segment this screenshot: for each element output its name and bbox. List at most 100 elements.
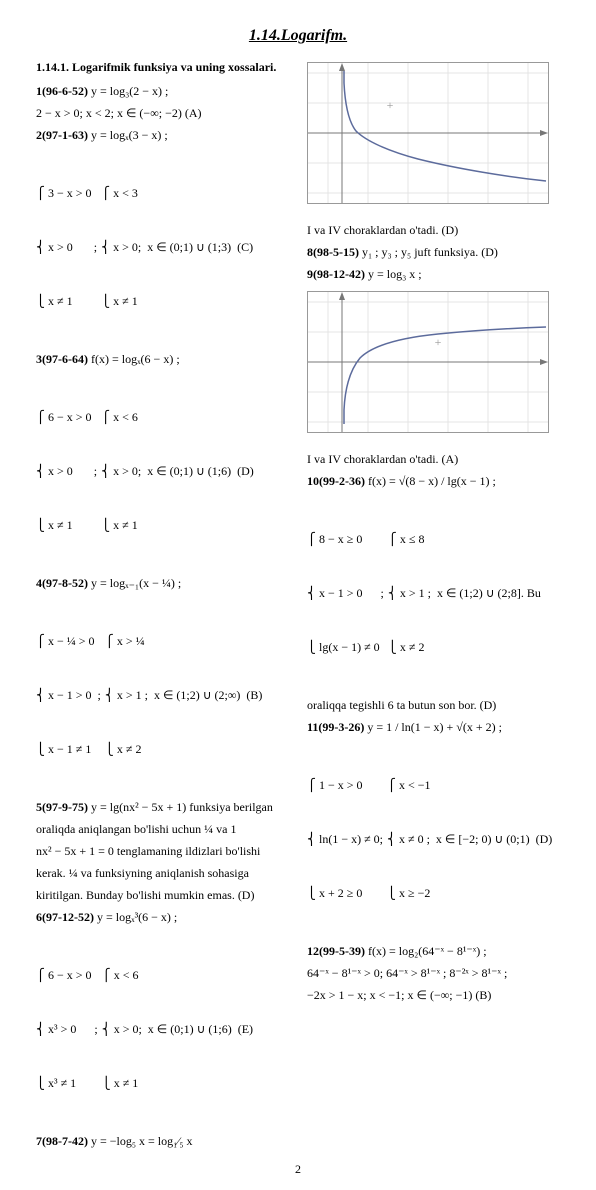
problem-7: 7(98-7-42) y = −log₅ x = log₁⁄₅ x [36, 1132, 289, 1150]
sys-l: ⎨ x > 0 ; [36, 462, 97, 480]
problem-11: 11(99-3-26) y = 1 / ln(1 − x) + √(x + 2)… [307, 718, 560, 736]
problem-id: 7(98-7-42) [36, 1134, 88, 1148]
sys-r: ⎧ x > ¼ [105, 632, 263, 650]
sys-r: ⎩ x ≠ 1 [101, 516, 254, 534]
sys-l: ⎩ x³ ≠ 1 [36, 1074, 98, 1092]
problem-id: 1(96-6-52) [36, 84, 88, 98]
page-number: 2 [36, 1160, 560, 1178]
problem-12: 12(99-5-39) f(x) = log₂(64⁻ˣ − 8¹⁻ˣ) ; [307, 942, 560, 960]
sys-r: ⎩ x ≠ 2 [388, 638, 541, 656]
sys-l: ⎩ x + 2 ≥ 0 [307, 884, 383, 902]
sys-l: ⎨ x − 1 > 0 ; [307, 584, 384, 602]
chart-2-x-arrow [540, 359, 548, 365]
left-column: 1.14.1. Logarifmik funksiya va uning xos… [36, 58, 289, 1154]
problem-5-l3: nx² − 5x + 1 = 0 tenglamaning ildizlari … [36, 842, 289, 860]
problem-id: 3(97-6-64) [36, 352, 88, 366]
sys-l: ⎧ 6 − x > 0 [36, 966, 98, 984]
problem-id: 8(98-5-15) [307, 245, 359, 259]
chart-2-marker: + [435, 335, 442, 349]
problem-5: 5(97-9-75) y = lg(nx² − 5x + 1) funksiya… [36, 798, 289, 816]
chart-1-x-arrow [540, 130, 548, 136]
chapter-title: 1.14.Logarifm. [36, 24, 560, 48]
sys-r: ⎩ x ≥ −2 [387, 884, 552, 902]
problem-11-system: ⎧ 1 − x > 0 ⎨ ln(1 − x) ≠ 0; ⎩ x + 2 ≥ 0… [307, 740, 560, 938]
chart-1-y-arrow [339, 63, 345, 71]
sys-l: ⎩ lg(x − 1) ≠ 0 [307, 638, 384, 656]
sys-r: ⎨ x > 1 ; x ∈ (1;2) ∪ (2;∞) (B) [105, 686, 263, 704]
problem-eq: y = logₓ³(6 − x) ; [97, 910, 177, 924]
problem-4-system: ⎧ x − ¼ > 0 ⎨ x − 1 > 0 ; ⎩ x − 1 ≠ 1 ⎧ … [36, 596, 289, 794]
problem-eq: y = logₓ₋₁(x − ¼) ; [91, 576, 181, 590]
problem-1-solution: 2 − x > 0; x < 2; x ∈ (−∞; −2) (A) [36, 104, 289, 122]
sys-r: ⎩ x ≠ 1 [101, 292, 253, 310]
problem-10: 10(99-2-36) f(x) = √(8 − x) / lg(x − 1) … [307, 472, 560, 490]
problem-eq: f(x) = logₓ(6 − x) ; [91, 352, 180, 366]
sys-l: ⎧ 1 − x > 0 [307, 776, 383, 794]
problem-id: 10(99-2-36) [307, 474, 365, 488]
problem-4: 4(97-8-52) y = logₓ₋₁(x − ¼) ; [36, 574, 289, 592]
problem-5-l4: kerak. ¼ va funksiyning aniqlanish sohas… [36, 864, 289, 882]
sys-r: ⎨ x > 0; x ∈ (0;1) ∪ (1;6) (D) [101, 462, 254, 480]
sys-r: ⎧ x < 6 [101, 408, 254, 426]
problem-id: 12(99-5-39) [307, 944, 365, 958]
problem-eq: f(x) = √(8 − x) / lg(x − 1) ; [368, 474, 496, 488]
problem-id: 9(98-12-42) [307, 267, 365, 281]
sys-l: ⎨ ln(1 − x) ≠ 0; [307, 830, 383, 848]
chart-1: + [307, 62, 549, 204]
sys-r: ⎨ x > 0; x ∈ (0;1) ∪ (1;3) (C) [101, 238, 253, 256]
sys-l: ⎨ x > 0 ; [36, 238, 97, 256]
problem-id: 11(99-3-26) [307, 720, 364, 734]
problem-3-system: ⎧ 6 − x > 0 ⎨ x > 0 ; ⎩ x ≠ 1 ⎧ x < 6 ⎨ … [36, 372, 289, 570]
sys-r: ⎧ x ≤ 8 [388, 530, 541, 548]
sys-l: ⎧ x − ¼ > 0 [36, 632, 101, 650]
right-column: + I va IV choraklardan o'tadi. (D) 8(98-… [307, 58, 560, 1154]
problem-1: 1(96-6-52) y = log₃(2 − x) ; [36, 82, 289, 100]
page: 1.14.Logarifm. 1.14.1. Logarifmik funksi… [0, 0, 596, 1190]
problem-12-l2: 64⁻ˣ − 8¹⁻ˣ > 0; 64⁻ˣ > 8¹⁻ˣ ; 8⁻²ˣ > 8¹… [307, 964, 560, 982]
sys-l: ⎧ 8 − x ≥ 0 [307, 530, 384, 548]
problem-eq: y = −log₅ x = log₁⁄₅ x [91, 1134, 193, 1148]
problem-6-system: ⎧ 6 − x > 0 ⎨ x³ > 0 ; ⎩ x³ ≠ 1 ⎧ x < 6 … [36, 930, 289, 1128]
problem-eq: y = 1 / ln(1 − x) + √(x + 2) ; [367, 720, 502, 734]
problem-6: 6(97-12-52) y = logₓ³(6 − x) ; [36, 908, 289, 926]
chart-1-marker: + [387, 98, 394, 112]
sys-r: ⎩ x ≠ 1 [102, 1074, 253, 1092]
sys-r: ⎧ x < −1 [387, 776, 552, 794]
sys-l: ⎩ x ≠ 1 [36, 292, 97, 310]
problem-eq: y₁ ; y₃ ; y₅ juft funksiya. (D) [362, 245, 498, 259]
problem-id: 4(97-8-52) [36, 576, 88, 590]
chart-1-caption: I va IV choraklardan o'tadi. (D) [307, 221, 560, 239]
problem-id: 6(97-12-52) [36, 910, 94, 924]
sys-l: ⎧ 6 − x > 0 [36, 408, 97, 426]
problem-8: 8(98-5-15) y₁ ; y₃ ; y₅ juft funksiya. (… [307, 243, 560, 261]
problem-2: 2(97-1-63) y = logₓ(3 − x) ; [36, 126, 289, 144]
chart-2-curve [344, 327, 546, 424]
chart-2-y-arrow [339, 292, 345, 300]
sys-l: ⎨ x − 1 > 0 ; [36, 686, 101, 704]
sys-r: ⎩ x ≠ 2 [105, 740, 263, 758]
section-heading: 1.14.1. Logarifmik funksiya va uning xos… [36, 58, 289, 76]
problem-12-l3: −2x > 1 − x; x < −1; x ∈ (−∞; −1) (B) [307, 986, 560, 1004]
problem-eq: y = log₃(2 − x) ; [91, 84, 168, 98]
sys-r: ⎧ x < 6 [102, 966, 253, 984]
sys-l: ⎧ 3 − x > 0 [36, 184, 97, 202]
problem-9: 9(98-12-42) y = log₃ x ; [307, 265, 560, 283]
two-column-layout: 1.14.1. Logarifmik funksiya va uning xos… [36, 58, 560, 1154]
chart-2-caption: I va IV choraklardan o'tadi. (A) [307, 450, 560, 468]
problem-eq: f(x) = log₂(64⁻ˣ − 8¹⁻ˣ) ; [368, 944, 487, 958]
sys-l: ⎩ x − 1 ≠ 1 [36, 740, 101, 758]
problem-3: 3(97-6-64) f(x) = logₓ(6 − x) ; [36, 350, 289, 368]
chart-1-curve [344, 71, 546, 181]
sys-r: ⎧ x < 3 [101, 184, 253, 202]
problem-2-system: ⎧ 3 − x > 0 ⎨ x > 0 ; ⎩ x ≠ 1 ⎧ x < 3 ⎨ … [36, 148, 289, 346]
sys-l: ⎩ x ≠ 1 [36, 516, 97, 534]
problem-id: 2(97-1-63) [36, 128, 88, 142]
problem-5-l5: kiritilgan. Bunday bo'lishi mumkin emas.… [36, 886, 289, 904]
sys-r: ⎨ x > 1 ; x ∈ (1;2) ∪ (2;8]. Bu [388, 584, 541, 602]
problem-id: 5(97-9-75) [36, 800, 88, 814]
problem-eq: y = logₓ(3 − x) ; [91, 128, 168, 142]
chart-2: + [307, 291, 549, 433]
problem-10-after: oraliqqa tegishli 6 ta butun son bor. (D… [307, 696, 560, 714]
problem-eq: y = lg(nx² − 5x + 1) funksiya berilgan [91, 800, 273, 814]
sys-r: ⎨ x > 0; x ∈ (0;1) ∪ (1;6) (E) [102, 1020, 253, 1038]
